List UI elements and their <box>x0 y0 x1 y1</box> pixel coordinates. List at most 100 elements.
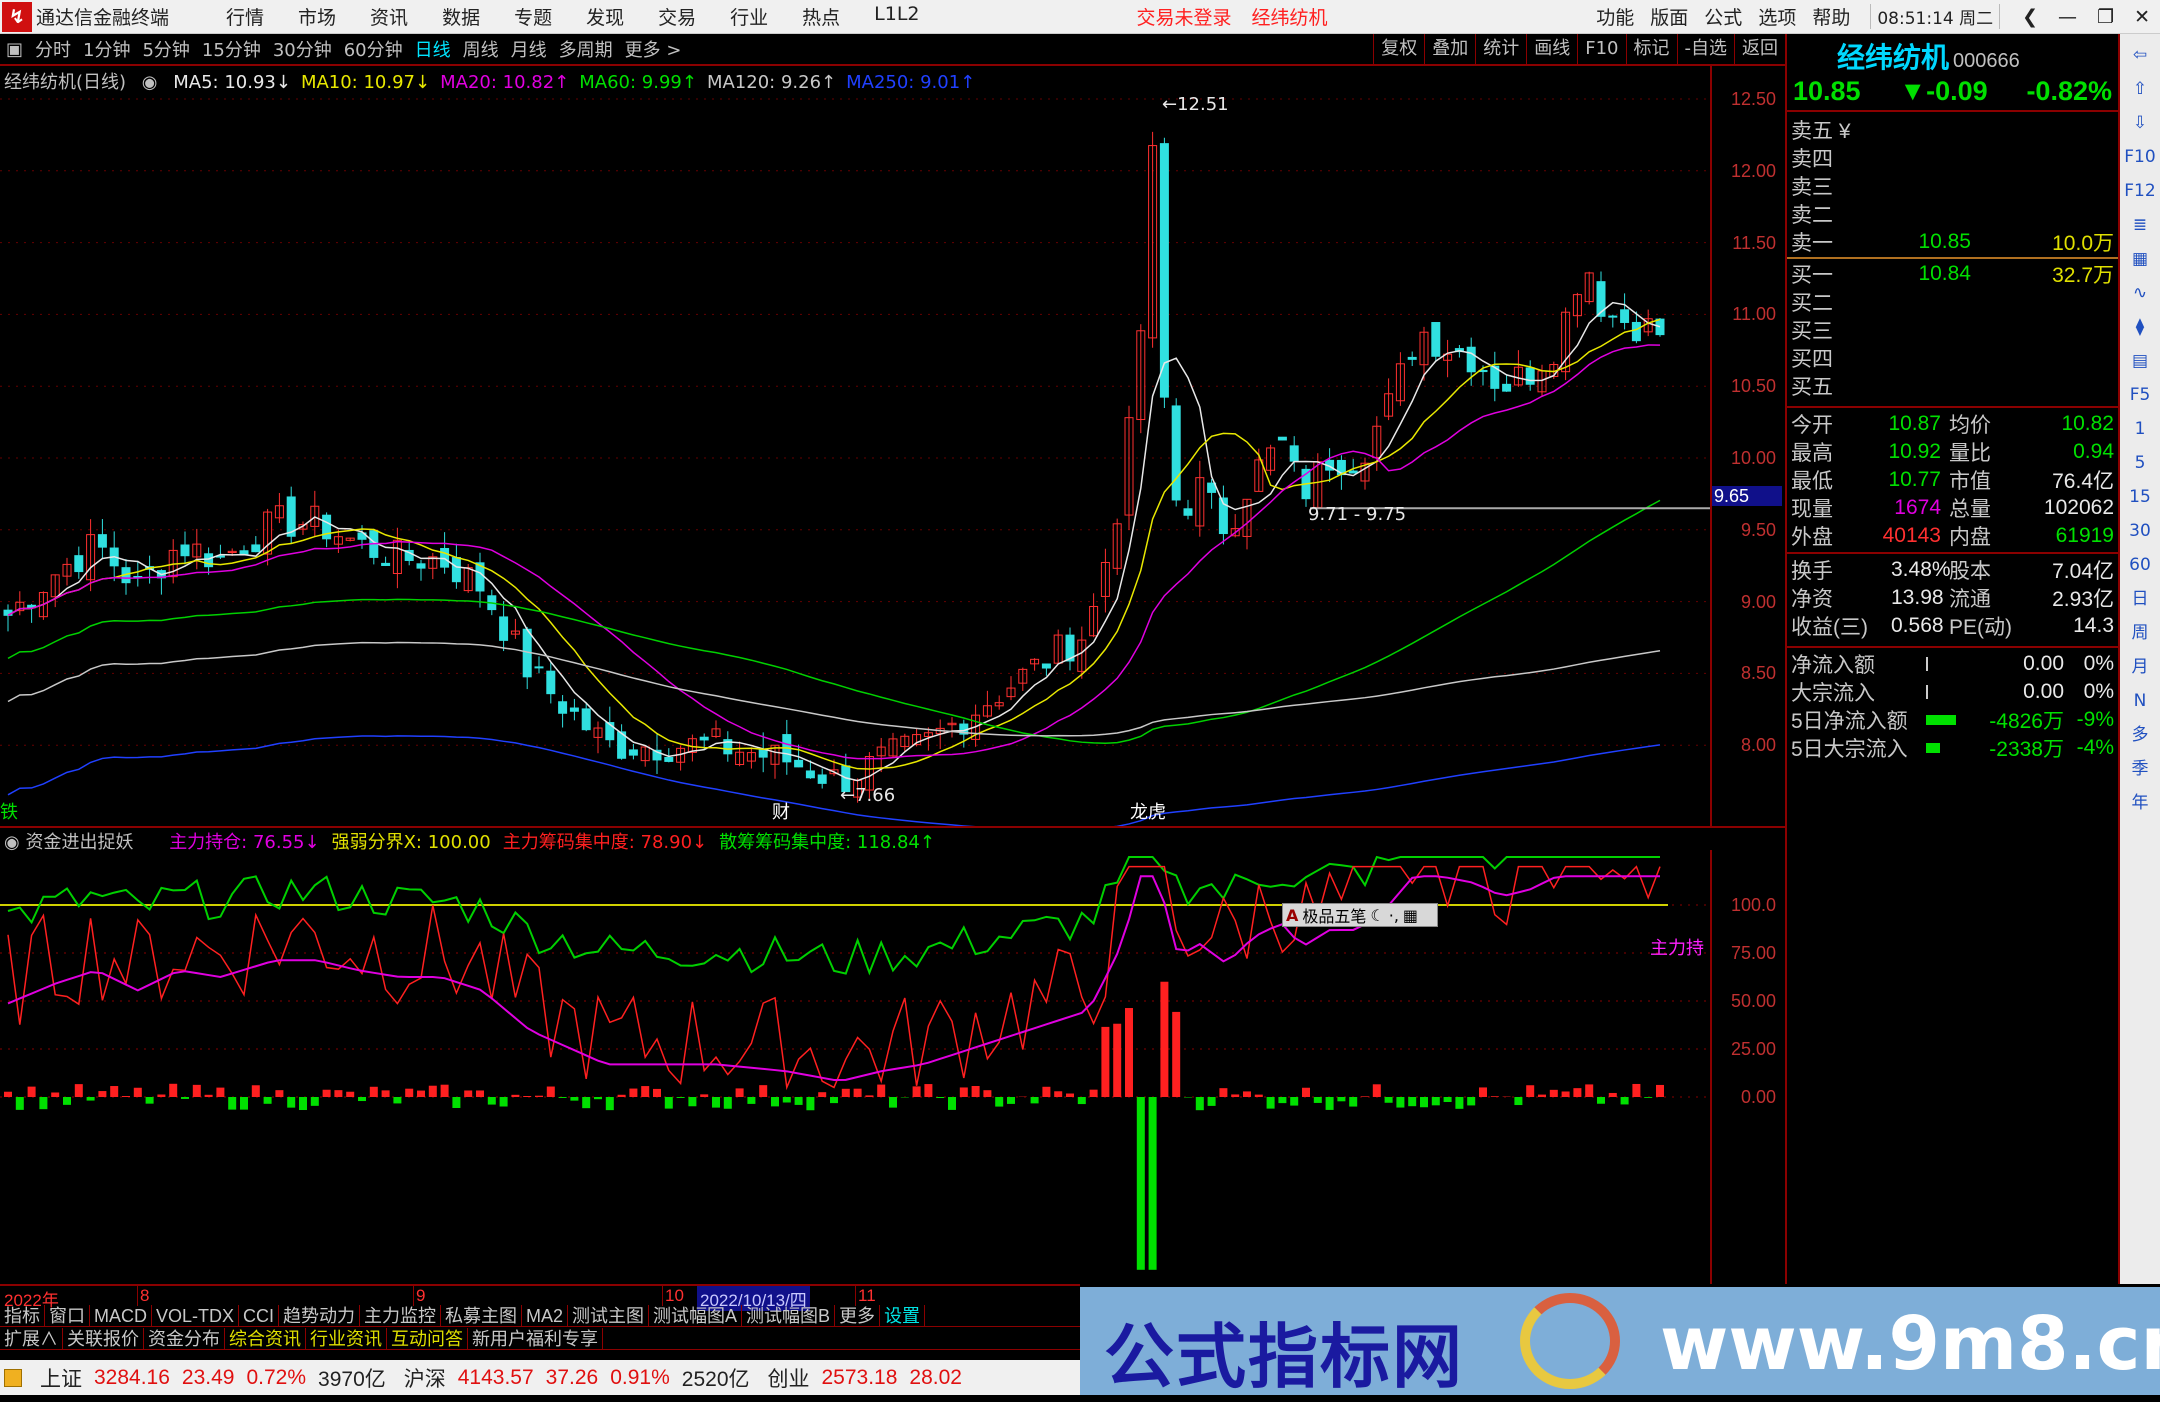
menu-4[interactable]: 专题 <box>514 3 552 30</box>
period-tab-9[interactable]: 多周期 <box>559 36 613 62</box>
side-年-button[interactable]: 年 <box>2122 786 2158 820</box>
menu-6[interactable]: 交易 <box>658 3 696 30</box>
ime-a-icon[interactable]: A <box>1286 906 1298 925</box>
indicator-tab-0[interactable]: 指标 <box>0 1305 45 1326</box>
indicator-tab-9[interactable]: 测试主图 <box>568 1305 649 1326</box>
kline-chart[interactable]: ←12.51←7.669.71 - 9.75铁财龙虎主力持 <box>0 66 1710 1284</box>
menu-3[interactable]: 数据 <box>442 3 480 30</box>
menu-1[interactable]: 市场 <box>298 3 336 30</box>
extension-tab-1[interactable]: 关联报价 <box>63 1328 144 1349</box>
period-tab-7[interactable]: 周线 <box>463 36 499 62</box>
indicator-name[interactable]: 资金进出捉妖 <box>25 832 133 853</box>
indicator-tab-5[interactable]: 趋势动力 <box>279 1305 360 1326</box>
side-period-1-button[interactable]: 1 <box>2122 412 2158 446</box>
indicator-tab-4[interactable]: CCI <box>239 1305 279 1326</box>
side-F10-button[interactable]: F10 <box>2122 140 2158 174</box>
side-周-button[interactable]: 周 <box>2122 616 2158 650</box>
tool-button-5[interactable]: 标记 <box>1626 34 1677 64</box>
index-name[interactable]: 沪深 <box>404 1363 446 1393</box>
side-多-button[interactable]: 多 <box>2122 718 2158 752</box>
status-icon[interactable] <box>4 1369 22 1387</box>
back-button[interactable]: ❮ <box>2022 6 2038 28</box>
right-menu-3[interactable]: 选项 <box>1758 3 1796 30</box>
orderbook-row[interactable]: 卖三 <box>1787 172 2118 200</box>
right-menu-0[interactable]: 功能 <box>1596 3 1634 30</box>
side-tool-icon[interactable]: ∿ <box>2122 276 2158 310</box>
tool-button-0[interactable]: 复权 <box>1373 34 1424 64</box>
index-name[interactable]: 创业 <box>768 1363 810 1393</box>
indicator-tab-12[interactable]: 更多 <box>835 1305 880 1326</box>
right-menu-4[interactable]: 帮助 <box>1812 3 1850 30</box>
period-tab-6[interactable]: 日线 <box>415 36 451 62</box>
tool-button-1[interactable]: 叠加 <box>1424 34 1475 64</box>
side-N-button[interactable]: N <box>2122 684 2158 718</box>
tool-button-4[interactable]: F10 <box>1577 34 1625 64</box>
side-F5-button[interactable]: F5 <box>2122 378 2158 412</box>
period-tab-10[interactable]: 更多 > <box>625 36 682 62</box>
menu-9[interactable]: L1L2 <box>874 3 919 30</box>
indicator-tab-10[interactable]: 测试幅图A <box>649 1305 742 1326</box>
side-arrow-down-icon[interactable]: ⇩ <box>2122 106 2158 140</box>
period-tab-5[interactable]: 60分钟 <box>344 36 403 62</box>
indicator-tab-2[interactable]: MACD <box>90 1305 152 1326</box>
menu-7[interactable]: 行业 <box>730 3 768 30</box>
indicator-tab-11[interactable]: 测试幅图B <box>742 1305 835 1326</box>
side-tool-icon[interactable]: ▦ <box>2122 242 2158 276</box>
side-日-button[interactable]: 日 <box>2122 582 2158 616</box>
period-tab-2[interactable]: 5分钟 <box>142 36 189 62</box>
ime-toolbar[interactable]: A 极品五笔 ☾ ·, ▦ <box>1282 903 1438 927</box>
side-tool-icon[interactable]: ⧫ <box>2122 310 2158 344</box>
right-menu-1[interactable]: 版面 <box>1650 3 1688 30</box>
login-status[interactable]: 交易未登录 <box>1137 3 1232 30</box>
side-F12-button[interactable]: F12 <box>2122 174 2158 208</box>
tool-button-6[interactable]: -自选 <box>1677 34 1735 64</box>
menu-0[interactable]: 行情 <box>226 3 264 30</box>
period-tab-4[interactable]: 30分钟 <box>273 36 332 62</box>
orderbook-row[interactable]: 卖二 <box>1787 200 2118 228</box>
indicator-tab-8[interactable]: MA2 <box>522 1305 568 1326</box>
right-menu-2[interactable]: 公式 <box>1704 3 1742 30</box>
side-arrow-up-icon[interactable]: ⇧ <box>2122 72 2158 106</box>
orderbook-row[interactable]: 买三 <box>1787 316 2118 344</box>
side-tool-icon[interactable]: ▤ <box>2122 344 2158 378</box>
side-arrow-left-icon[interactable]: ⇦ <box>2122 38 2158 72</box>
orderbook-row[interactable]: 买五 <box>1787 372 2118 400</box>
menu-2[interactable]: 资讯 <box>370 3 408 30</box>
side-period-30-button[interactable]: 30 <box>2122 514 2158 548</box>
side-period-5-button[interactable]: 5 <box>2122 446 2158 480</box>
side-tool-icon[interactable]: ≣ <box>2122 208 2158 242</box>
collapse-icon[interactable]: ◉ <box>4 832 20 853</box>
panel-toggle-icon[interactable]: ▣ <box>6 39 23 60</box>
menu-5[interactable]: 发现 <box>586 3 624 30</box>
extension-tab-6[interactable]: 新用户福利专享 <box>468 1328 603 1349</box>
side-月-button[interactable]: 月 <box>2122 650 2158 684</box>
indicator-tab-6[interactable]: 主力监控 <box>360 1305 441 1326</box>
indicator-tab-13[interactable]: 设置 <box>880 1305 925 1326</box>
index-name[interactable]: 上证 <box>40 1363 82 1393</box>
extension-tab-2[interactable]: 资金分布 <box>144 1328 225 1349</box>
indicator-tab-3[interactable]: VOL-TDX <box>152 1305 239 1326</box>
indicator-tab-1[interactable]: 窗口 <box>45 1305 90 1326</box>
extension-tab-0[interactable]: 扩展∧ <box>0 1328 63 1349</box>
side-季-button[interactable]: 季 <box>2122 752 2158 786</box>
period-tab-8[interactable]: 月线 <box>511 36 547 62</box>
tool-button-3[interactable]: 画线 <box>1526 34 1577 64</box>
tool-button-2[interactable]: 统计 <box>1475 34 1526 64</box>
indicator-tab-7[interactable]: 私募主图 <box>441 1305 522 1326</box>
moon-icon[interactable]: ☾ <box>1370 906 1384 925</box>
orderbook-row[interactable]: 买四 <box>1787 344 2118 372</box>
menu-8[interactable]: 热点 <box>802 3 840 30</box>
orderbook-row[interactable]: 买二 <box>1787 288 2118 316</box>
keyboard-icon[interactable]: ▦ <box>1403 906 1418 925</box>
orderbook-row[interactable]: 卖四 <box>1787 144 2118 172</box>
orderbook-row[interactable]: 卖五 ¥ <box>1787 116 2118 144</box>
close-button[interactable]: ✕ <box>2134 6 2150 28</box>
extension-tab-3[interactable]: 综合资讯 <box>225 1328 306 1349</box>
extension-tab-4[interactable]: 行业资讯 <box>306 1328 387 1349</box>
period-tab-1[interactable]: 1分钟 <box>83 36 130 62</box>
side-period-60-button[interactable]: 60 <box>2122 548 2158 582</box>
side-period-15-button[interactable]: 15 <box>2122 480 2158 514</box>
extension-tab-5[interactable]: 互动问答 <box>387 1328 468 1349</box>
tool-button-7[interactable]: 返回 <box>1734 34 1785 64</box>
